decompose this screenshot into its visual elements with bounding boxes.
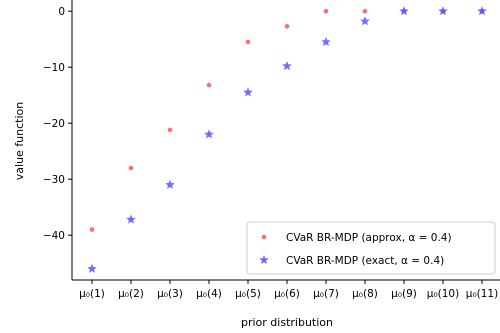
legend-marker-exact: [259, 255, 269, 265]
x-tick-label: μ₀(5): [235, 288, 261, 300]
data-point: [245, 39, 251, 45]
legend-label-exact: CVaR BR-MDP (exact, α = 0.4): [286, 255, 444, 267]
legend-box: [246, 221, 496, 275]
data-point: [165, 179, 175, 189]
x-tick-label: μ₀(9): [391, 288, 417, 300]
y-tick-label: −30: [43, 174, 65, 186]
series-approx: [89, 8, 485, 232]
x-tick-label: μ₀(3): [157, 288, 183, 300]
legend-marker-approx: [261, 234, 267, 240]
data-point: [323, 8, 329, 14]
legend-label-approx: CVaR BR-MDP (approx, α = 0.4): [286, 232, 452, 244]
data-point: [167, 127, 173, 133]
x-tick-label: μ₀(4): [196, 288, 222, 300]
series-exact: [87, 6, 487, 273]
data-point: [204, 129, 214, 139]
x-tick-label: μ₀(7): [313, 288, 339, 300]
data-point: [399, 6, 409, 16]
data-point: [128, 165, 134, 171]
data-point: [282, 61, 292, 71]
data-point: [87, 263, 97, 273]
y-axis-title: value function: [13, 102, 26, 181]
data-point: [360, 16, 370, 26]
x-tick-label: μ₀(11): [466, 288, 498, 300]
data-point: [362, 8, 368, 14]
legend-marker: [261, 234, 267, 240]
x-tick-label: μ₀(8): [352, 288, 378, 300]
data-point: [206, 82, 212, 88]
data-point: [321, 37, 331, 47]
data-point: [284, 24, 290, 29]
data-point: [89, 227, 95, 232]
x-axis-title: prior distribution: [241, 316, 333, 329]
x-tick-label: μ₀(10): [427, 288, 459, 300]
legend-marker: [259, 255, 269, 265]
data-point: [243, 87, 253, 97]
y-tick-label: −40: [43, 230, 65, 242]
data-point: [477, 6, 487, 16]
x-tick-label: μ₀(2): [118, 288, 144, 300]
x-tick-label: μ₀(6): [274, 288, 300, 300]
y-tick-label: 0: [58, 6, 65, 18]
data-point: [438, 6, 448, 16]
legend: CVaR BR-MDP (approx, α = 0.4) CVaR BR-MD…: [246, 221, 496, 275]
x-tick-label: μ₀(1): [79, 288, 105, 300]
data-point: [126, 214, 136, 224]
y-tick-label: −20: [43, 118, 65, 130]
y-tick-label: −10: [43, 62, 65, 74]
